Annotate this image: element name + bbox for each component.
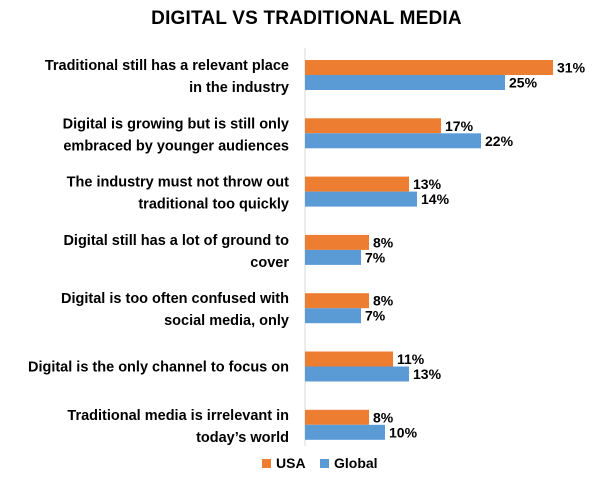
chart-title: DIGITAL VS TRADITIONAL MEDIA xyxy=(151,8,462,29)
legend-label: Global xyxy=(334,455,378,471)
category-label: traditional too quickly xyxy=(138,197,289,213)
data-label: 7% xyxy=(365,308,386,324)
category-label: in the industry xyxy=(189,80,289,96)
bar-global xyxy=(305,133,481,149)
legend-swatch-global xyxy=(320,459,329,468)
bar-usa xyxy=(305,60,553,75)
data-label: 25% xyxy=(509,75,538,91)
data-label: 7% xyxy=(365,249,386,265)
data-label: 14% xyxy=(421,191,450,207)
legend-label: USA xyxy=(276,455,306,471)
bar-usa xyxy=(305,293,369,309)
category-label: Digital is the only channel to focus on xyxy=(28,360,289,376)
category-label: Digital is too often confused with xyxy=(61,291,289,307)
bar-global xyxy=(305,424,385,440)
category-label: Traditional still has a relevant place xyxy=(45,58,289,74)
bar-global xyxy=(305,191,417,207)
bar-global xyxy=(305,75,505,90)
data-label: 8% xyxy=(373,293,394,309)
category-label: today’s world xyxy=(196,430,289,446)
bar-usa xyxy=(305,351,393,367)
bar-usa xyxy=(305,234,369,250)
data-label: 31% xyxy=(557,60,586,76)
data-label: 13% xyxy=(413,176,442,192)
category-label: cover xyxy=(250,255,289,271)
category-label: Digital is growing but is still only xyxy=(63,116,289,132)
data-label: 22% xyxy=(485,133,514,149)
data-label: 10% xyxy=(389,424,418,440)
bar-usa xyxy=(305,409,369,425)
category-label: The industry must not throw out xyxy=(67,175,289,191)
bar-global xyxy=(305,308,361,324)
data-label: 8% xyxy=(373,234,394,250)
category-label: Traditional media is irrelevant in xyxy=(67,408,289,424)
category-label: Digital still has a lot of ground to xyxy=(63,233,289,249)
data-label: 11% xyxy=(397,351,425,367)
bar-global xyxy=(305,366,409,382)
bar-usa xyxy=(305,118,441,134)
legend-swatch-usa xyxy=(262,459,271,468)
data-label: 8% xyxy=(373,409,394,425)
data-label: 17% xyxy=(445,118,474,134)
bar-global xyxy=(305,249,361,265)
category-label: embraced by younger audiences xyxy=(63,138,289,154)
data-label: 13% xyxy=(413,366,442,382)
bar-usa xyxy=(305,176,409,192)
category-label: social media, only xyxy=(164,313,289,329)
